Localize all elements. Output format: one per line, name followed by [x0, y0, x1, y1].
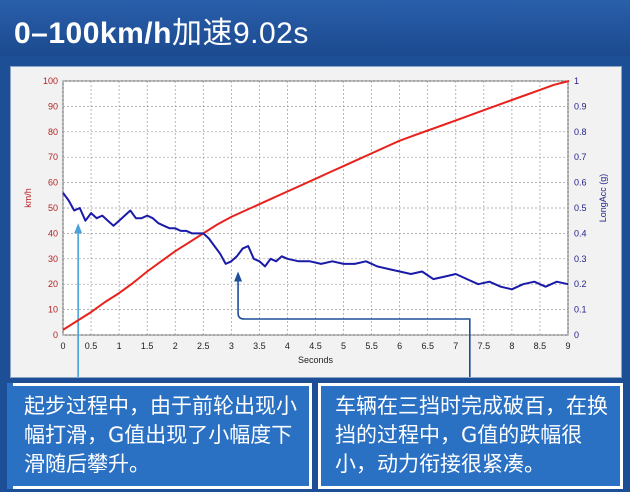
y-left-tick-label: 20 [48, 279, 58, 289]
y-right-tick-label: 0.3 [574, 254, 587, 264]
y-left-tick-label: 30 [48, 254, 58, 264]
x-tick-label: 7.5 [478, 341, 491, 351]
acceleration-chart: 0 0.5 1 1.5 2 2.5 3 3.5 4 4.5 5 5.5 6 6.5 7 7.5 8 8.5 9010… [23, 76, 608, 377]
speed-line [62, 80, 570, 331]
x-tick-label: 8.5 [534, 341, 547, 351]
y-right-tick-label: 0 [574, 330, 579, 340]
x-axis-label: Seconds [298, 355, 334, 365]
y-right-tick-label: 0.2 [574, 279, 587, 289]
x-tick-label: 8 [509, 341, 514, 351]
chart-panel: 0 0.5 1 1.5 2 2.5 3 3.5 4 4.5 5 5.5 6 6.5 7 7.5 8 8.5 9 0 10… [10, 66, 622, 378]
y-left-tick-label: 50 [48, 203, 58, 213]
title-suffix: 加速9.02s [171, 17, 309, 50]
y-left-tick-label: 10 [48, 305, 58, 315]
y-right-tick-label: 0.1 [574, 305, 587, 315]
x-tick-label: 2 [173, 341, 178, 351]
x-tick-label: 5.5 [365, 341, 378, 351]
y-left-tick-label: 40 [48, 228, 58, 238]
x-tick-label: 1 [117, 341, 122, 351]
acceleration-line [62, 192, 569, 291]
note-right: 车辆在三挡时完成破百，在换挡的过程中，G值的跌幅很小，动力衔接很紧凑。 [318, 383, 623, 489]
x-tick-label: 4.5 [309, 341, 322, 351]
annotation-arrow-right [237, 279, 471, 377]
y-left-tick-label: 60 [48, 178, 58, 188]
x-tick-label: 1.5 [141, 341, 154, 351]
y-left-tick-label: 80 [48, 127, 58, 137]
y-right-tick-label: 0.7 [574, 152, 587, 162]
y-right-tick-label: 0.9 [574, 101, 587, 111]
page-title: 0–100km/h加速9.02s [14, 8, 309, 52]
y-right-tick-label: 1 [574, 76, 579, 86]
y-right-tick-label: 0.6 [574, 178, 587, 188]
x-tick-label: 0.5 [85, 341, 98, 351]
y-left-tick-label: 90 [48, 101, 58, 111]
y-left-tick-label: 70 [48, 152, 58, 162]
x-tick-label: 2.5 [197, 341, 210, 351]
x-tick-label: 3.5 [253, 341, 266, 351]
y-right-axis-label: LongAcc (g) [598, 174, 608, 223]
y-right-tick-label: 0.5 [574, 203, 587, 213]
y-left-tick-label: 100 [43, 76, 58, 86]
x-tick-label: 6.5 [421, 341, 434, 351]
annotation-arrowhead-left [74, 223, 83, 234]
x-tick-label: 4 [285, 341, 290, 351]
y-right-tick-label: 0.4 [574, 228, 587, 238]
note-left: 起步过程中，由于前轮出现小幅打滑，G值出现了小幅度下滑随后攀升。 [7, 383, 312, 489]
annotation-arrowhead-right [234, 271, 243, 282]
y-left-tick-label: 0 [53, 330, 58, 340]
x-tick-label: 0 [60, 341, 65, 351]
x-tick-label: 9 [565, 341, 570, 351]
y-right-tick-label: 0.8 [574, 127, 587, 137]
title-main: 0–100km/h [14, 17, 172, 50]
x-tick-label: 6 [397, 341, 402, 351]
x-tick-label: 3 [229, 341, 234, 351]
x-tick-label: 5 [341, 341, 346, 351]
title-bar: 0–100km/h加速9.02s [0, 0, 630, 56]
x-tick-label: 7 [453, 341, 458, 351]
y-left-axis-label: km/h [23, 188, 33, 208]
